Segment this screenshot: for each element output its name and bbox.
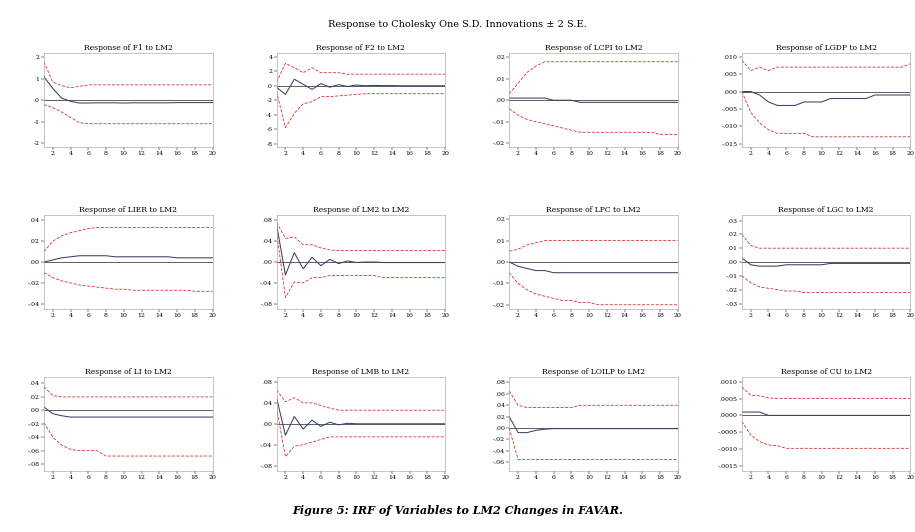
Title: Response of LOILP to LM2: Response of LOILP to LM2 [542, 368, 645, 376]
Title: Response of LI to LM2: Response of LI to LM2 [85, 368, 172, 376]
Title: Response of LGC to LM2: Response of LGC to LM2 [779, 206, 874, 214]
Title: Response of F1 to LM2: Response of F1 to LM2 [84, 45, 173, 53]
Title: Response of LPC to LM2: Response of LPC to LM2 [546, 206, 640, 214]
Title: Response of CU to LM2: Response of CU to LM2 [780, 368, 872, 376]
Title: Response of LM2 to LM2: Response of LM2 to LM2 [313, 206, 409, 214]
Title: Response of LCPI to LM2: Response of LCPI to LM2 [544, 45, 642, 53]
Text: Figure 5: IRF of Variables to LM2 Changes in FAVAR.: Figure 5: IRF of Variables to LM2 Change… [292, 505, 623, 516]
Title: Response of LGDP to LM2: Response of LGDP to LM2 [776, 45, 877, 53]
Title: Response of LMB to LM2: Response of LMB to LM2 [312, 368, 409, 376]
Title: Response of F2 to LM2: Response of F2 to LM2 [317, 45, 405, 53]
Text: Response to Cholesky One S.D. Innovations ± 2 S.E.: Response to Cholesky One S.D. Innovation… [328, 20, 587, 29]
Title: Response of LIER to LM2: Response of LIER to LM2 [80, 206, 178, 214]
